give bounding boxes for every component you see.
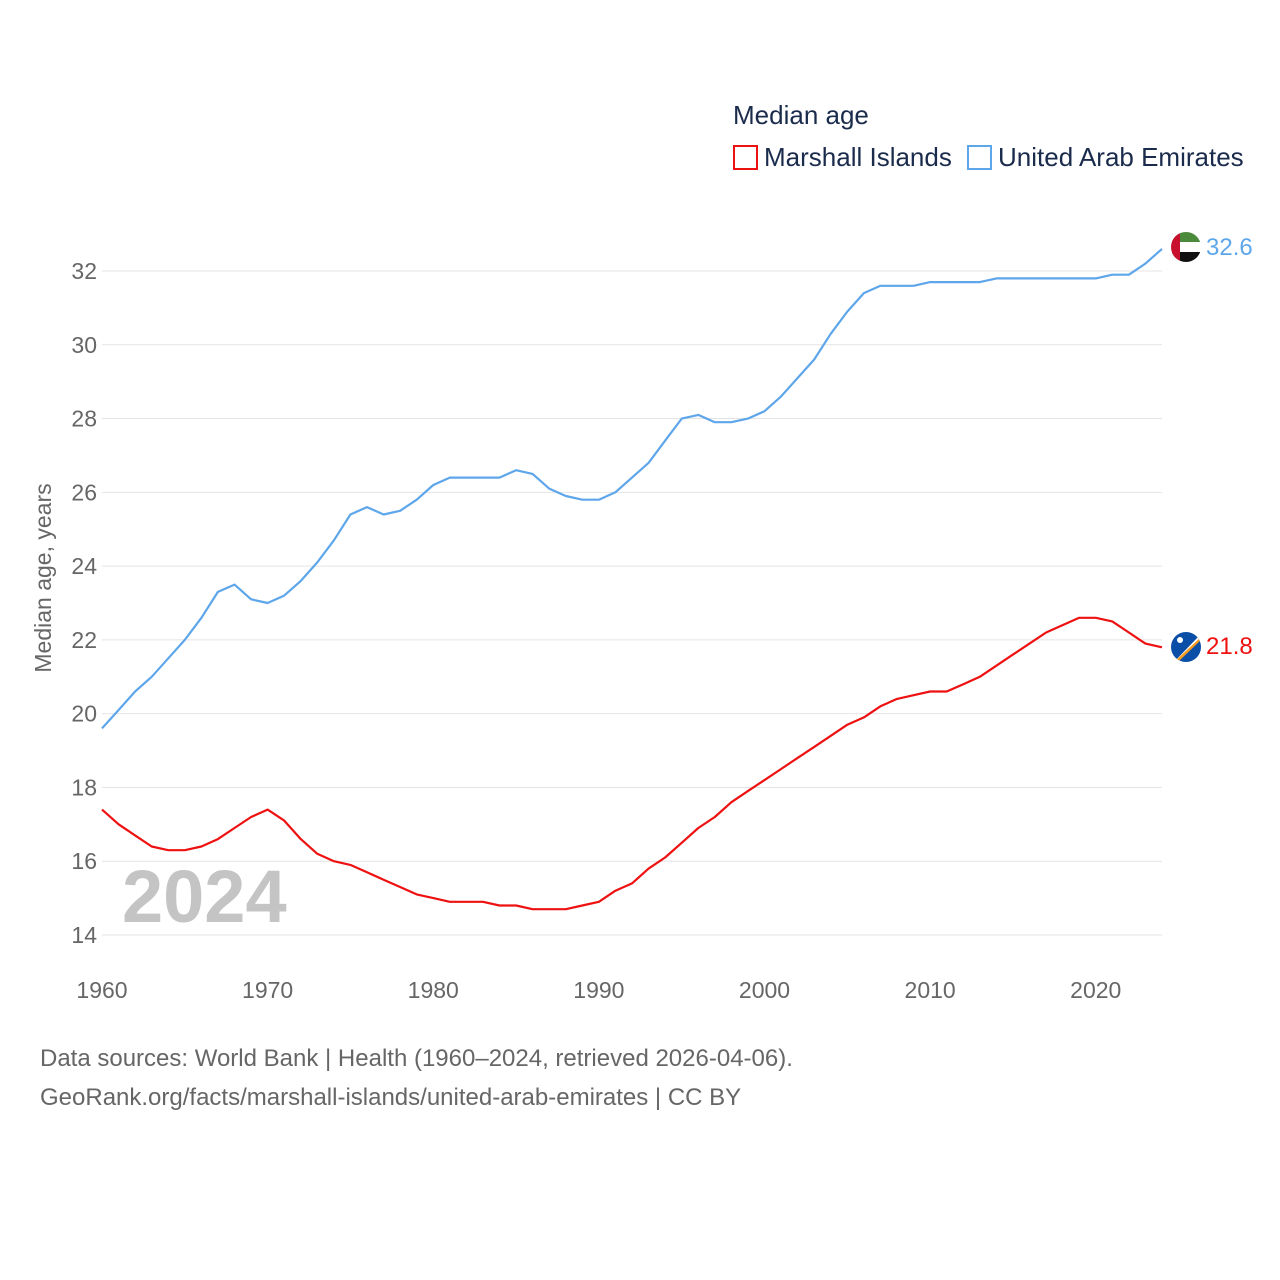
series-line-united-arab-emirates — [101, 248, 1163, 730]
x-tick-label: 1970 — [242, 977, 293, 1003]
x-tick-label: 1960 — [76, 977, 127, 1003]
y-tick-label: 26 — [71, 479, 97, 505]
y-tick-label: 30 — [71, 332, 97, 358]
y-tick-label: 24 — [71, 553, 97, 579]
x-tick-label: 2000 — [739, 977, 790, 1003]
x-tick-label: 1980 — [408, 977, 459, 1003]
marshall-islands-flag-icon — [1171, 632, 1201, 662]
y-ticks: 14 16 18 20 22 24 26 28 30 32 — [71, 258, 97, 948]
y-tick-label: 32 — [71, 258, 97, 284]
x-tick-label: 2020 — [1070, 977, 1121, 1003]
footer-sources: Data sources: World Bank | Health (1960–… — [40, 1045, 793, 1072]
legend-item-united-arab-emirates[interactable]: United Arab Emirates — [967, 142, 1244, 172]
series-line-marshall-islands — [101, 616, 1163, 911]
watermark-year: 2024 — [122, 855, 287, 938]
legend-label: United Arab Emirates — [998, 142, 1244, 172]
x-ticks: 1960 1970 1980 1990 2000 2010 2020 — [76, 977, 1121, 1003]
y-tick-label: 18 — [71, 774, 97, 800]
legend-title: Median age — [733, 100, 869, 130]
y-tick-label: 20 — [71, 701, 97, 727]
y-tick-label: 14 — [71, 922, 97, 948]
series-lines — [101, 248, 1163, 911]
uae-end-label: 32.6 — [1206, 234, 1253, 261]
legend-swatch — [967, 145, 992, 170]
legend-item-marshall-islands[interactable]: Marshall Islands — [733, 142, 952, 172]
y-tick-label: 16 — [71, 848, 97, 874]
marshall-end-label: 21.8 — [1206, 633, 1253, 660]
grid — [102, 270, 1162, 936]
y-axis-label: Median age, years — [30, 483, 56, 672]
uae-flag-icon — [1171, 232, 1201, 262]
x-tick-label: 1990 — [573, 977, 624, 1003]
legend-swatch — [733, 145, 758, 170]
legend-label: Marshall Islands — [764, 142, 952, 172]
footer-attribution[interactable]: GeoRank.org/facts/marshall-islands/unite… — [40, 1084, 742, 1111]
y-tick-label: 28 — [71, 406, 97, 432]
y-tick-label: 22 — [71, 627, 97, 653]
x-tick-label: 2010 — [905, 977, 956, 1003]
